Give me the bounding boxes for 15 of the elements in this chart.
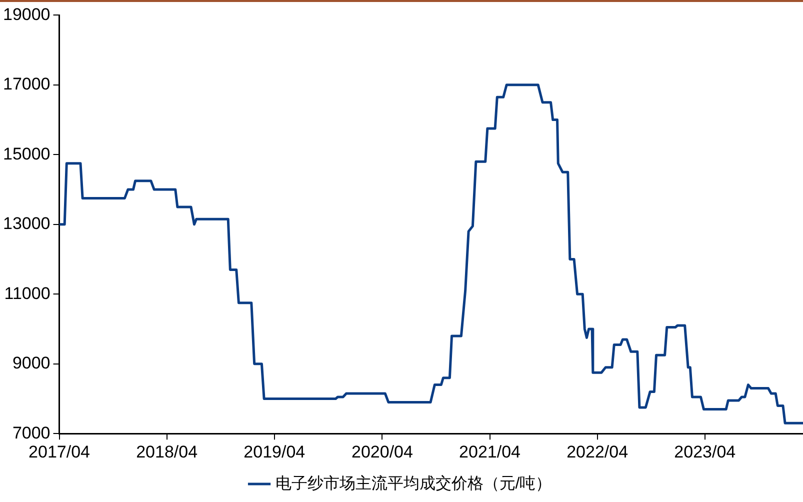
- y-tick-label: 19000: [2, 4, 50, 24]
- x-tick-label: 2021/04: [459, 442, 520, 462]
- x-tick-label: 2019/04: [244, 442, 306, 462]
- x-tick-label: 2018/04: [136, 442, 198, 462]
- y-tick-label: 9000: [12, 354, 50, 373]
- x-tick-label: 2022/04: [566, 442, 628, 462]
- y-tick-label: 15000: [2, 144, 50, 164]
- y-tick-label: 11000: [4, 284, 50, 303]
- y-tick-label: 7000: [12, 423, 50, 442]
- y-tick-label: 17000: [2, 74, 50, 94]
- x-tick-label: 2017/04: [28, 442, 90, 462]
- legend-label: 电子纱市场主流平均成交价格（元/吨）: [275, 474, 552, 492]
- x-tick-label: 2023/04: [674, 442, 736, 462]
- y-tick-label: 13000: [2, 214, 50, 234]
- x-tick-label: 2020/04: [351, 442, 413, 462]
